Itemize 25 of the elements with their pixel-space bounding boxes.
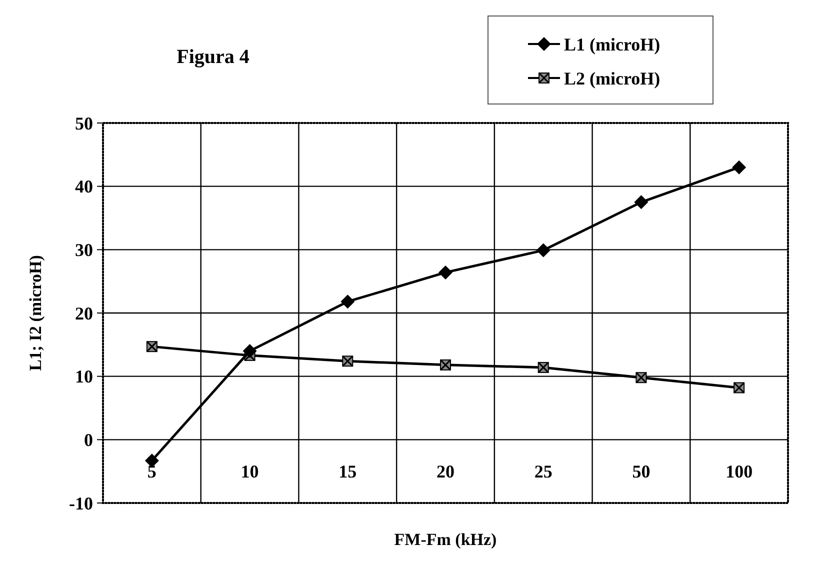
point (536, 243, 550, 258)
point (438, 265, 452, 280)
point (634, 195, 648, 210)
y-axis-title: L1; I2 (microH) (26, 255, 45, 371)
x-tick-label: 50 (632, 461, 650, 482)
legend-label: L1 (microH) (564, 34, 660, 54)
chart-title: Figura 4 (176, 46, 250, 68)
y-tick-label: -10 (69, 493, 93, 514)
x-tick-label: 100 (726, 461, 753, 482)
x-tick-label: 25 (534, 461, 552, 482)
y-tick-label: 40 (75, 176, 93, 197)
y-tick-label: 20 (75, 303, 93, 324)
point (242, 344, 257, 358)
y-tick-label: 50 (75, 113, 93, 134)
point (732, 160, 746, 174)
legend-label: L2 (microH) (564, 68, 660, 88)
x-tick-label: 5 (147, 461, 156, 482)
point (340, 294, 355, 309)
x-tick-label: 20 (436, 461, 454, 482)
y-tick-label: 0 (84, 430, 93, 450)
x-axis-title: FM-Fm (kHz) (394, 530, 497, 549)
y-tick-label: 30 (75, 240, 93, 260)
x-tick-label: 10 (240, 461, 259, 482)
x-tick-label: 15 (338, 461, 357, 482)
y-tick-label: 10 (75, 366, 93, 387)
